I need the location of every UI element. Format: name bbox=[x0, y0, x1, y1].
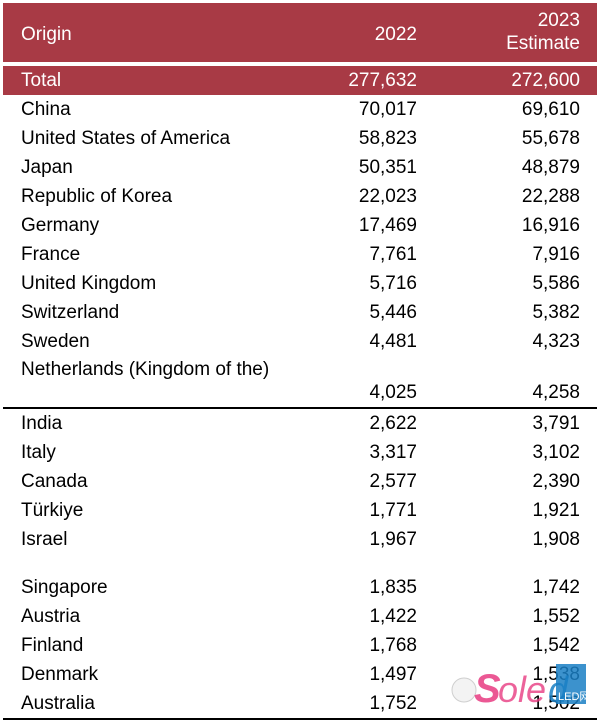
country-name: India bbox=[21, 413, 63, 434]
table-row-israel: Israel 1,967 1,908 bbox=[3, 525, 597, 554]
country-name: Denmark bbox=[21, 664, 99, 685]
table-row-italy: Italy 3,317 3,102 bbox=[3, 438, 597, 467]
country-name: Italy bbox=[21, 442, 56, 463]
table-row-t-rkiye: Türkiye 1,771 1,921 bbox=[3, 496, 597, 525]
group-top-ten: China 70,017 69,610 United States of Americ… bbox=[3, 95, 597, 407]
value-2023: 55,678 bbox=[521, 128, 580, 149]
value-2022: 1,422 bbox=[369, 606, 417, 627]
value-2022: 70,017 bbox=[358, 99, 417, 120]
group-divider bbox=[3, 407, 597, 409]
value-2022: 17,469 bbox=[358, 215, 417, 236]
total-2022: 277,632 bbox=[348, 70, 417, 91]
value-2022: 3,317 bbox=[369, 442, 417, 463]
value-2023: 2,390 bbox=[532, 471, 580, 492]
value-2023: 1,542 bbox=[532, 635, 580, 656]
table-row-japan: Japan 50,351 48,879 bbox=[3, 153, 597, 182]
value-2022: 5,716 bbox=[369, 273, 417, 294]
country-name: Japan bbox=[21, 157, 73, 178]
value-2023: 1,742 bbox=[532, 577, 580, 598]
value-2023: 16,916 bbox=[521, 215, 580, 236]
country-name: Finland bbox=[21, 635, 84, 656]
table-row-sweden: Sweden 4,481 4,323 bbox=[3, 327, 597, 356]
header-estimate: Estimate bbox=[506, 33, 580, 54]
country-name: Türkiye bbox=[21, 500, 84, 521]
table-row-united-states-of-america: United States of America 58,823 55,678 bbox=[3, 124, 597, 153]
soled-watermark-logo: S ole d LED网 bbox=[444, 654, 590, 712]
table-header: Origin 2022 2023 Estimate bbox=[3, 3, 597, 62]
group-spacer bbox=[3, 554, 597, 573]
value-2023: 5,382 bbox=[532, 302, 580, 323]
table-row-germany: Germany 17,469 16,916 bbox=[3, 211, 597, 240]
value-2022: 2,577 bbox=[369, 471, 417, 492]
header-origin: Origin bbox=[21, 24, 72, 45]
value-2022: 5,446 bbox=[369, 302, 417, 323]
value-2023: 4,258 bbox=[532, 382, 580, 403]
value-2023: 48,879 bbox=[521, 157, 580, 178]
table-row-india: India 2,622 3,791 bbox=[3, 409, 597, 438]
value-2022: 22,023 bbox=[358, 186, 417, 207]
origin-table: Origin 2022 2023 Estimate Total 277,632 … bbox=[3, 3, 597, 720]
total-row: Total 277,632 272,600 bbox=[3, 66, 597, 95]
value-2022: 1,768 bbox=[369, 635, 417, 656]
value-2023: 3,102 bbox=[532, 442, 580, 463]
value-2023: 69,610 bbox=[521, 99, 580, 120]
country-name: United States of America bbox=[21, 128, 231, 149]
table-bottom-border bbox=[3, 718, 597, 720]
table-row-singapore: Singapore 1,835 1,742 bbox=[3, 573, 597, 602]
country-name: France bbox=[21, 244, 81, 265]
value-2022: 1,967 bbox=[369, 529, 417, 550]
table-row-united-kingdom: United Kingdom 5,716 5,586 bbox=[3, 269, 597, 298]
svg-text:LED网: LED网 bbox=[558, 691, 588, 703]
value-2023: 4,323 bbox=[532, 331, 580, 352]
value-2023: 5,586 bbox=[532, 273, 580, 294]
value-2023: 7,916 bbox=[532, 244, 580, 265]
country-name: Switzerland bbox=[21, 302, 120, 323]
country-name: United Kingdom bbox=[21, 273, 157, 294]
value-2022: 58,823 bbox=[358, 128, 417, 149]
country-name: Canada bbox=[21, 471, 88, 492]
value-2023: 1,908 bbox=[532, 529, 580, 550]
country-name: Sweden bbox=[21, 331, 90, 352]
value-2023: 3,791 bbox=[532, 413, 580, 434]
svg-text:ole: ole bbox=[498, 669, 546, 710]
value-2022: 4,481 bbox=[369, 331, 417, 352]
country-name: Germany bbox=[21, 215, 100, 236]
table-row-switzerland: Switzerland 5,446 5,382 bbox=[3, 298, 597, 327]
table-row-austria: Austria 1,422 1,552 bbox=[3, 602, 597, 631]
table-row-finland: Finland 1,768 1,542 bbox=[3, 631, 597, 660]
value-2022: 1,497 bbox=[369, 664, 417, 685]
country-name: Israel bbox=[21, 529, 68, 550]
country-name: Republic of Korea bbox=[21, 186, 173, 207]
table-row-canada: Canada 2,577 2,390 bbox=[3, 467, 597, 496]
header-2023: 2023 bbox=[537, 10, 580, 31]
country-name: China bbox=[21, 99, 71, 120]
svg-text:S: S bbox=[474, 667, 501, 711]
value-2023: 1,921 bbox=[532, 500, 580, 521]
header-2023-estimate: 2023 Estimate bbox=[506, 9, 580, 55]
group-second-a: India 2,622 3,791 Italy 3,317 3,102 Canada 2,57… bbox=[3, 409, 597, 554]
value-2022: 2,622 bbox=[369, 413, 417, 434]
table-row-france: France 7,761 7,916 bbox=[3, 240, 597, 269]
country-name: Netherlands (Kingdom of the) bbox=[21, 359, 270, 380]
table-row-china: China 70,017 69,610 bbox=[3, 95, 597, 124]
table-row-netherlands-kingdom-of-the: Netherlands (Kingdom of the) 4,025 4,258 bbox=[3, 356, 597, 407]
value-2022: 4,025 bbox=[369, 382, 417, 403]
value-2023: 1,552 bbox=[532, 606, 580, 627]
value-2022: 1,771 bbox=[369, 500, 417, 521]
value-2023: 22,288 bbox=[521, 186, 580, 207]
total-label: Total bbox=[21, 70, 62, 91]
value-2022: 50,351 bbox=[358, 157, 417, 178]
country-name: Australia bbox=[21, 693, 95, 714]
country-name: Singapore bbox=[21, 577, 108, 598]
total-2023: 272,600 bbox=[511, 70, 580, 91]
country-name: Austria bbox=[21, 606, 81, 627]
value-2022: 1,835 bbox=[369, 577, 417, 598]
value-2022: 7,761 bbox=[369, 244, 417, 265]
value-2022: 1,752 bbox=[369, 693, 417, 714]
header-2022: 2022 bbox=[374, 24, 417, 45]
table-row-republic-of-korea: Republic of Korea 22,023 22,288 bbox=[3, 182, 597, 211]
